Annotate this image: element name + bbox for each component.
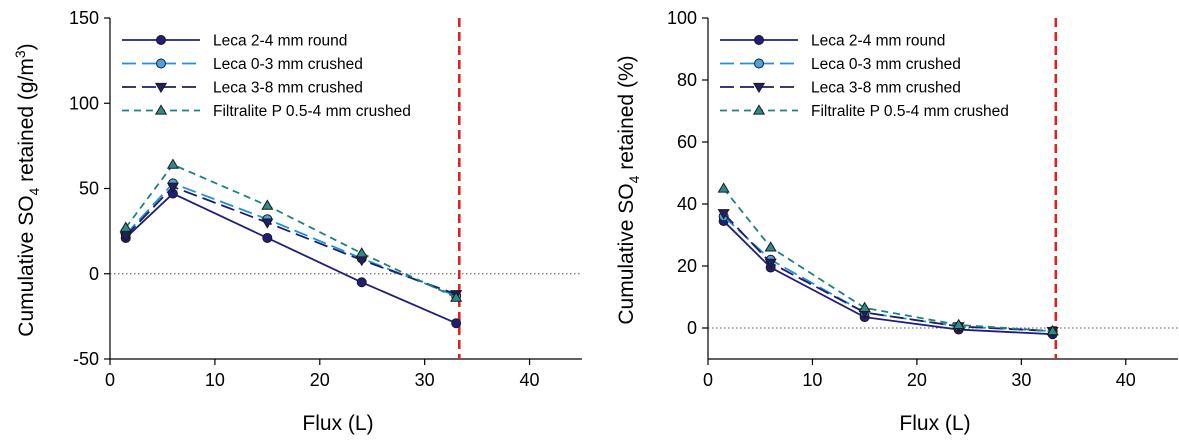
legend-label: Filtralite P 0.5-4 mm crushed [213,103,411,120]
legend-marker [154,104,168,115]
series-3 [119,182,463,301]
series-line [723,215,1053,332]
legend-label: Filtralite P 0.5-4 mm crushed [811,103,1009,120]
legend-label: Leca 0-3 mm crushed [811,56,961,73]
series-line [723,212,1053,332]
data-point [764,258,777,270]
data-point [166,158,180,169]
y-tick-label: 50 [79,179,99,199]
y-axis-label-subscript: 4 [626,175,642,183]
data-point [450,291,463,302]
x-tick-label: 0 [105,370,115,390]
legend-label: Leca 3-8 mm crushed [213,80,363,97]
legend: Leca 2-4 mm round Leca 0-3 mm crushed Leca… [122,33,411,120]
y-axis-label-text: retained (%) [615,55,638,175]
legend-label: Leca 0-3 mm crushed [213,56,363,73]
data-point [1046,324,1059,336]
x-tick-label: 40 [520,370,540,390]
series-line [125,182,457,297]
x-tick-label: 30 [415,370,435,390]
legend-label: Leca 3-8 mm crushed [811,80,961,97]
x-tick-label: 30 [1011,370,1031,390]
legend-marker [754,58,764,69]
y-tick-label: 100 [69,93,99,113]
y-tick-label: 0 [687,318,697,338]
legend-label: Leca 2-4 mm round [213,33,347,50]
y-tick-label: 0 [89,264,99,284]
legend-marker [156,58,166,69]
x-tick-label: 0 [703,370,713,390]
data-point [261,199,274,210]
data-point [764,241,777,252]
x-tick-label: 20 [310,370,330,390]
data-point [262,232,273,243]
series-3 [717,209,1059,338]
x-tick-label: 10 [802,370,822,390]
y-axis-label-text: Cumulative SO [15,195,38,336]
legend-label: Leca 2-4 mm round [811,33,945,50]
y-axis-label-superscript: 3 [12,50,28,58]
x-tick-label: 20 [907,370,927,390]
y-tick-label: -50 [73,349,99,369]
x-axis-label: Flux (L) [899,412,970,435]
series-line [125,192,457,325]
data-point [119,232,132,243]
y-axis-label: Cumulative SO4 retained (g/m3) [12,43,42,336]
data-point [717,182,730,193]
legend-marker [752,104,766,115]
series-4 [119,158,463,302]
legend-marker [156,35,166,45]
series-line [723,220,1053,336]
y-tick-label: 80 [677,70,697,90]
y-axis-label-text: ) [15,43,38,50]
y-tick-label: 20 [677,256,697,276]
y-axis-label-text: retained (g/m [15,58,38,188]
data-point [356,277,367,288]
x-tick-label: 40 [1116,370,1136,390]
y-tick-label: 100 [667,8,697,28]
x-tick-label: 10 [205,370,225,390]
series-line [125,185,457,296]
data-point [119,221,132,232]
legend-marker [754,35,764,45]
series-2 [718,211,1058,337]
data-point [355,247,368,258]
legend: Leca 2-4 mm round Leca 0-3 mm crushed Leca… [720,33,1009,120]
series-1 [120,188,462,329]
data-point [166,182,180,193]
series-1 [718,216,1058,340]
chart-left: 0 10 20 30 40 -50 0 50 100 150 Flux (L) Cumulative … [12,8,582,435]
series-4 [717,182,1059,336]
x-axis-label: Flux (L) [302,412,373,435]
data-point [858,301,871,312]
series-line [722,187,1053,332]
y-tick-label: 60 [677,132,697,152]
data-point [451,318,462,329]
data-point [261,218,274,229]
chart-right: 0 10 20 30 40 0 20 40 60 80 100 Flux (L) Cumulative … [615,8,1178,435]
legend-marker [752,82,766,94]
y-tick-label: 40 [677,194,697,214]
y-axis-label: Cumulative SO4 retained (%) [615,55,642,324]
data-point [952,318,965,330]
y-axis-label-subscript: 4 [26,187,42,195]
data-point [717,209,730,220]
legend-marker [154,82,168,94]
y-axis-label-text: Cumulative SO [615,183,638,324]
y-tick-label: 150 [69,8,99,28]
